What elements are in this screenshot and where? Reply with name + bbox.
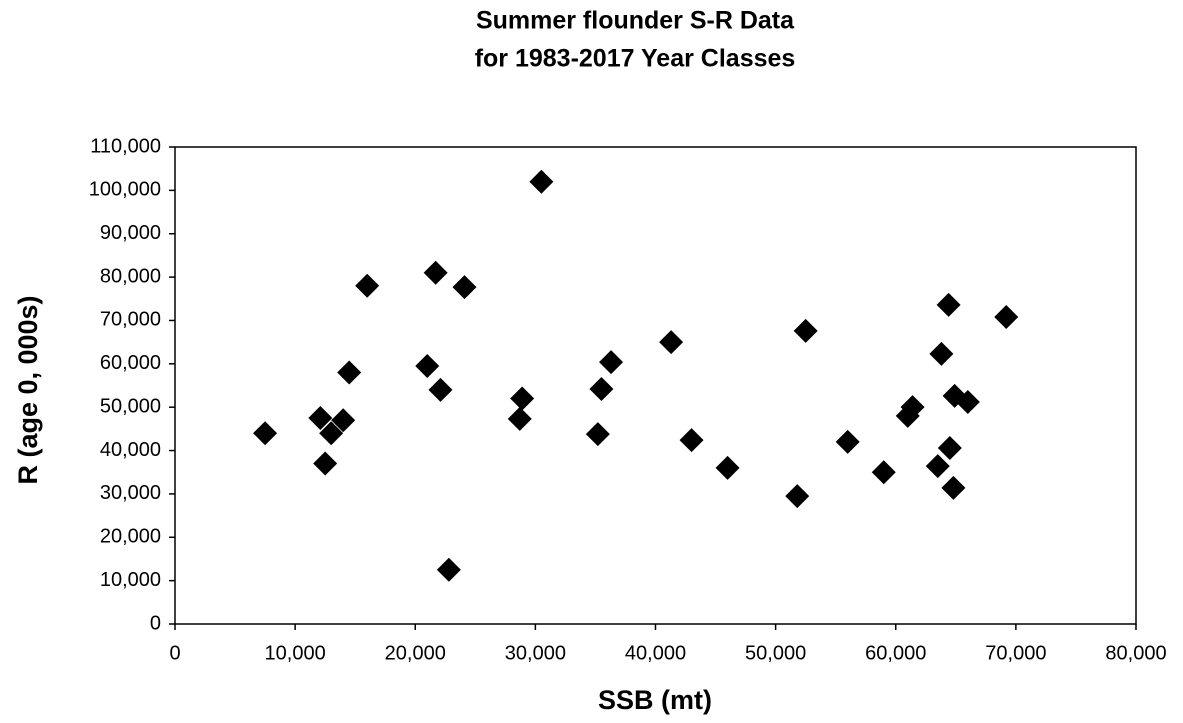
point	[994, 304, 1019, 329]
y-tick-label: 100,000	[89, 179, 161, 201]
y-tick-label: 20,000	[100, 526, 161, 548]
point	[835, 429, 860, 454]
x-tick-label: 50,000	[745, 642, 806, 664]
point	[955, 389, 980, 414]
point	[589, 376, 614, 401]
y-tick-label: 70,000	[100, 309, 161, 331]
point	[585, 422, 610, 447]
x-tick-label: 60,000	[865, 642, 926, 664]
x-tick-label: 30,000	[505, 642, 566, 664]
point	[319, 421, 344, 446]
point	[785, 484, 810, 509]
y-tick-label: 0	[150, 612, 161, 634]
point	[337, 360, 362, 385]
point	[941, 475, 966, 500]
y-tick-label: 40,000	[100, 439, 161, 461]
point	[355, 273, 380, 298]
point	[313, 451, 338, 476]
point	[529, 169, 554, 194]
y-tick-label: 50,000	[100, 395, 161, 417]
point	[936, 292, 961, 317]
y-tick-label: 110,000	[90, 135, 161, 157]
point	[900, 395, 925, 420]
point	[659, 330, 684, 355]
x-axis-title: SSB (mt)	[598, 685, 712, 715]
x-tick-label: 70,000	[985, 642, 1046, 664]
chart-title: for 1983-2017 Year Classes	[475, 45, 796, 73]
point	[599, 350, 624, 375]
x-tick-label: 20,000	[385, 642, 446, 664]
point	[331, 408, 356, 433]
y-tick-label: 30,000	[100, 482, 161, 504]
point	[715, 455, 740, 480]
x-tick-label: 10,000	[265, 642, 326, 664]
point	[929, 341, 954, 366]
point	[436, 557, 461, 582]
y-axis-title: R (age 0, 000s)	[13, 295, 43, 484]
point	[510, 386, 535, 411]
y-tick-label: 90,000	[100, 222, 161, 244]
point	[925, 454, 950, 479]
point	[507, 406, 532, 431]
point	[308, 406, 333, 431]
point	[253, 421, 278, 446]
point	[937, 435, 962, 460]
y-tick-label: 80,000	[100, 265, 161, 287]
point	[679, 428, 704, 453]
point	[415, 353, 440, 378]
point	[871, 460, 896, 485]
y-tick-label: 60,000	[100, 352, 161, 374]
chart-title: Summer flounder S-R Data	[476, 7, 795, 35]
point	[452, 275, 477, 300]
y-tick-label: 10,000	[100, 569, 161, 591]
plot-frame	[174, 146, 1137, 625]
point	[423, 260, 448, 285]
x-tick-label: 80,000	[1105, 642, 1166, 664]
point	[428, 377, 453, 402]
point	[793, 318, 818, 343]
x-tick-label: 0	[169, 642, 180, 664]
x-tick-label: 40,000	[625, 642, 686, 664]
